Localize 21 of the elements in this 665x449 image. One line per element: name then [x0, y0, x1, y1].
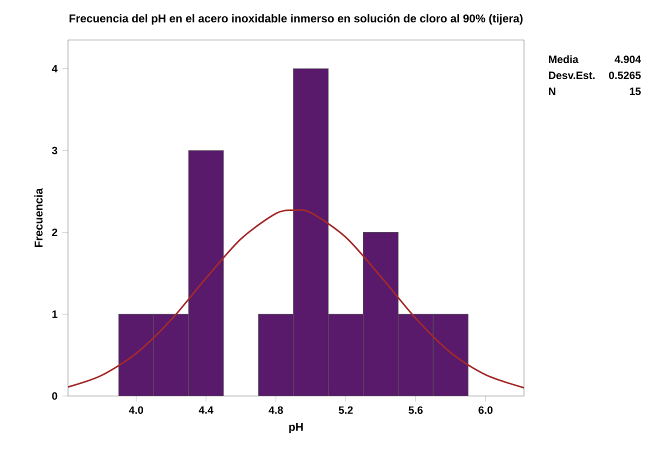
x-tick-label: 5.6	[408, 406, 423, 414]
text: 15	[630, 88, 641, 96]
text: Media	[548, 55, 578, 64]
y-tick-label: 0	[52, 392, 58, 400]
text: Desv.Est.	[548, 72, 595, 80]
y-tick-label: 4	[52, 64, 58, 72]
line-series	[68, 209, 524, 389]
x-tick-label: 4.0	[128, 406, 144, 414]
x-tick-label: 4.8	[268, 406, 283, 414]
x-axis-title: pH	[289, 423, 303, 434]
x-tick-label: 5.2	[338, 406, 353, 414]
x-tick-label: 6.0	[478, 406, 493, 414]
y-tick-label: 3	[52, 146, 58, 154]
y-tick-label: 2	[52, 228, 58, 236]
chart-title: Frecuencia del pH en el acero inoxidable inmerso en solución de cloro al 90% (tijera)	[70, 14, 523, 25]
y-tick-label: 1	[52, 310, 58, 318]
y-axis-title: Frecuencia	[34, 188, 43, 248]
text: 0.5265	[608, 72, 641, 80]
text: 4.904	[614, 56, 642, 64]
text: N	[548, 88, 556, 95]
x-tick-label: 4.4	[198, 406, 214, 414]
